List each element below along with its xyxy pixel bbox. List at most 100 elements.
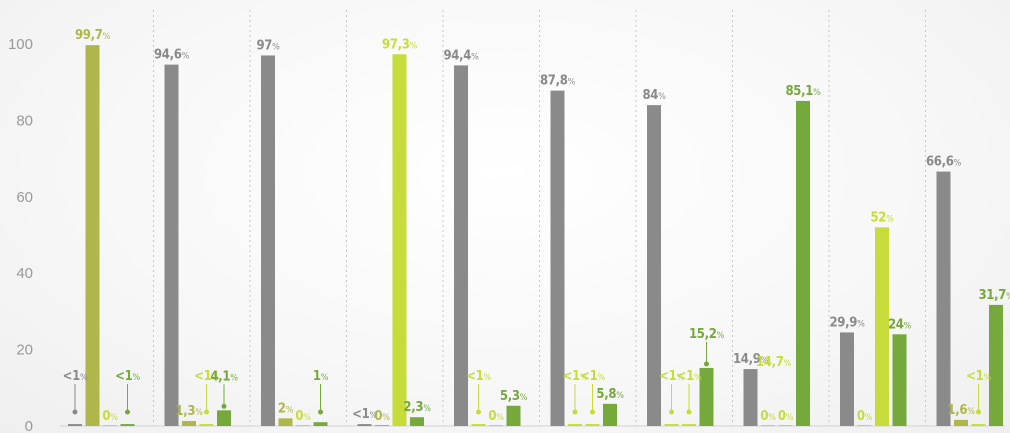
y-tick-label: 60: [16, 189, 33, 206]
bar: [875, 227, 889, 426]
data-label: 1,6%: [947, 403, 975, 418]
bar: [182, 421, 196, 426]
data-label: 5,3%: [500, 389, 528, 404]
bar: [664, 424, 679, 426]
data-label: 0%: [102, 409, 118, 424]
bar: [682, 424, 696, 426]
bar: [454, 65, 468, 426]
data-label: 0%: [374, 409, 390, 424]
bar: [392, 54, 407, 427]
group-dividers: [60, 10, 1005, 427]
bar: [261, 55, 275, 427]
callout-dot: [590, 409, 595, 415]
data-label: 1%: [313, 369, 329, 384]
callout-dot: [976, 409, 981, 415]
bars: [68, 45, 1003, 427]
bar: [357, 424, 372, 426]
bar: [489, 425, 503, 426]
data-label: 0%: [857, 409, 873, 424]
data-label: 97%: [256, 38, 280, 53]
bar: [164, 64, 179, 427]
bar: [647, 105, 661, 427]
data-label: 14,9%: [733, 352, 769, 367]
data-label: <1%: [659, 369, 684, 384]
y-tick-label: 80: [16, 112, 33, 129]
bar: [217, 410, 231, 426]
data-label: 99,7%: [75, 28, 111, 43]
callout-dot: [572, 409, 578, 415]
data-label: 0%: [760, 409, 776, 424]
data-label: 94,6%: [154, 48, 190, 63]
data-label: <1%: [194, 369, 219, 384]
data-label: <1%: [352, 407, 377, 422]
bar: [971, 424, 986, 426]
data-label: <1%: [63, 369, 88, 384]
y-axis: 0 20 40 60 80 100: [8, 36, 33, 433]
bar: [506, 405, 521, 426]
bar: [936, 171, 951, 426]
bar: [375, 425, 389, 426]
bar: [120, 424, 135, 426]
callout-dot: [125, 409, 130, 415]
callout-dot: [221, 403, 227, 409]
callout-dot: [318, 409, 323, 415]
data-label: 85,1%: [785, 84, 821, 99]
data-label: 0%: [295, 409, 311, 424]
callout-dot: [476, 409, 481, 415]
bar: [313, 422, 328, 426]
callout-dot: [686, 409, 692, 415]
data-label: <1%: [580, 369, 605, 384]
bar: [568, 424, 582, 426]
data-label: 52%: [870, 210, 894, 225]
bar: [892, 334, 907, 426]
bar: [199, 424, 214, 426]
data-label: 14,7%: [756, 355, 792, 370]
data-label: 0%: [778, 409, 794, 424]
data-label: 4,1%: [210, 369, 238, 384]
bar: [278, 418, 293, 426]
data-label: 24%: [888, 317, 912, 332]
data-label: 2,3%: [403, 400, 431, 415]
y-tick-label: 20: [16, 342, 33, 359]
data-label: 1,3%: [175, 404, 203, 419]
bar: [954, 419, 968, 426]
data-label: 15,2%: [689, 327, 725, 342]
bar: [796, 100, 810, 426]
data-label: 94,4%: [443, 48, 479, 63]
data-label: 5,8%: [596, 387, 624, 402]
bar: [85, 45, 100, 427]
bar: [761, 425, 775, 426]
y-tick-label: 100: [8, 36, 33, 53]
data-label: <1%: [115, 369, 140, 384]
data-label: <1%: [966, 369, 991, 384]
y-tick-label: 0: [25, 418, 33, 433]
callout-dot: [669, 409, 674, 415]
bar: [471, 424, 486, 426]
bar: [778, 425, 793, 426]
callout-dot: [204, 409, 209, 415]
bar: [857, 425, 872, 426]
bar: [103, 425, 117, 426]
callout-dot: [72, 409, 78, 415]
bar: [603, 403, 617, 426]
callout-dot: [704, 361, 709, 367]
data-label: 66,6%: [926, 155, 962, 170]
bar: [296, 425, 310, 426]
bar: [410, 417, 424, 426]
data-label: <1%: [677, 369, 702, 384]
data-label: <1%: [563, 369, 588, 384]
bar: [585, 424, 600, 426]
bar: [699, 367, 714, 426]
data-label: <1%: [466, 369, 491, 384]
y-tick-label: 40: [16, 265, 33, 282]
bar: [68, 424, 82, 426]
bar: [840, 332, 854, 426]
data-label: 84%: [642, 88, 666, 103]
data-label: 29,9%: [829, 315, 865, 330]
bar: [989, 304, 1003, 426]
data-label: 97,3%: [382, 37, 418, 52]
data-labels: <1%99,7%0%<1%94,6%1,3%<1%4,1%97%2% 0%1%<1…: [63, 28, 1010, 424]
data-label: 31,7%: [978, 288, 1010, 303]
data-label: 2%: [278, 401, 294, 416]
